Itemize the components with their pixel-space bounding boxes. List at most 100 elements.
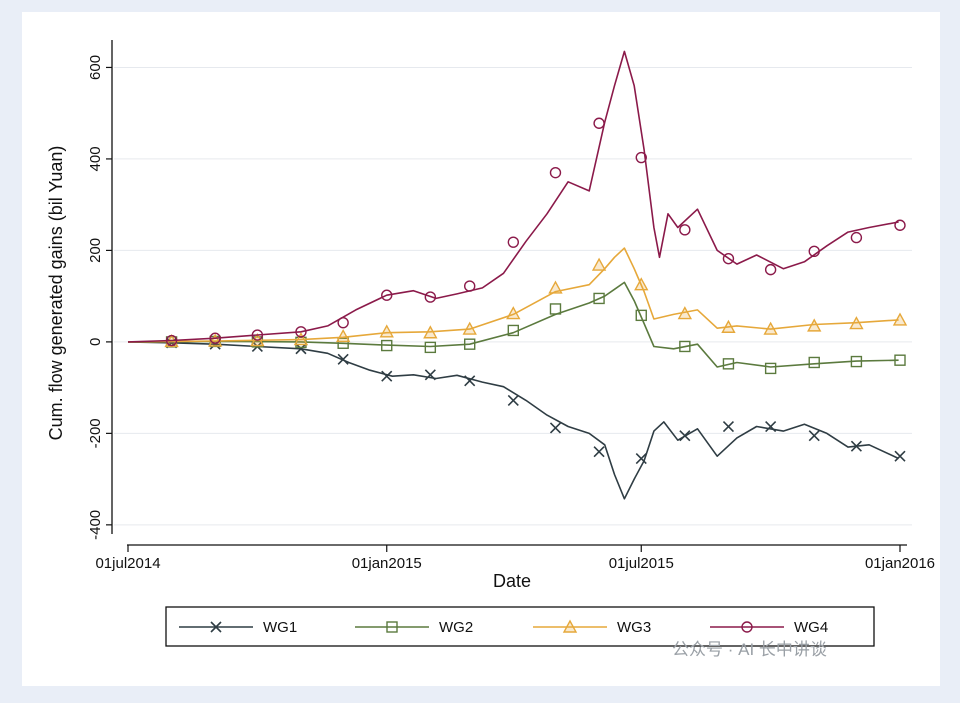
series-layer [127,50,908,500]
x-tick-label: 01jul2015 [609,555,674,572]
marker-triangle [506,306,521,320]
marker-circle [424,291,437,303]
y-tick-label: 600 [87,55,104,80]
x-axis-title: Date [493,571,531,591]
marker-x [635,452,647,465]
series-line [127,281,899,368]
legend-item-wg4: WG4 [710,619,828,636]
marker-x [549,422,562,434]
legend-label: WG1 [263,619,297,636]
marker-circle [679,224,691,236]
marker-square [337,337,349,349]
marker-circle [850,231,863,244]
marker-triangle [548,280,563,294]
marker-circle [507,236,519,248]
marker-triangle [721,319,736,333]
marker-circle [593,117,605,129]
series-line [127,247,899,343]
marker-x [850,440,862,452]
marker-square [464,338,476,350]
marker-square [251,336,264,348]
legend: WG1 WG2 WG3 WG4 [179,619,828,636]
marker-square [381,339,393,352]
marker-square [894,354,906,366]
y-axis-ticks: -400 -200 0 200 400 600 [87,55,112,540]
marker-x [808,430,820,442]
marker-circle [741,621,753,633]
marker-circle [722,252,735,265]
marker-x [210,621,222,633]
marker-triangle [807,318,822,332]
marker-square [507,324,519,337]
legend-label: WG3 [617,619,651,636]
marker-circle [549,166,562,179]
legend-item-wg2: WG2 [355,619,473,636]
marker-x [722,420,735,433]
legend-label: WG2 [439,619,473,636]
marker-triangle [293,332,309,346]
marker-circle [894,219,906,231]
marker-triangle [677,306,693,320]
marker-x [507,394,519,407]
y-tick-label: 0 [87,338,104,346]
marker-triangle [849,316,864,330]
marker-triangle [892,312,908,326]
marker-triangle [634,277,649,291]
chart-frame: -400 -200 0 200 400 600 01jul2014 01jan2015 01j… [22,12,940,686]
marker-x [593,446,605,458]
marker-square [722,358,735,370]
legend-item-wg1: WG1 [179,619,297,636]
marker-triangle [462,321,477,335]
marker-circle [635,151,647,164]
legend-label: WG4 [794,619,828,636]
x-axis-ticks: 01jul2014 01jan2015 01jul2015 01jan2016 [95,545,935,572]
marker-triangle [591,257,607,271]
marker-circle [337,316,349,329]
y-tick-label: -400 [87,510,104,540]
x-tick-label: 01jul2014 [95,555,160,572]
marker-triangle [562,619,578,633]
y-tick-label: 200 [87,238,104,263]
marker-triangle [379,324,394,338]
marker-x [337,353,349,365]
marker-x [424,369,436,381]
marker-triangle [423,325,438,339]
y-tick-label: 400 [87,146,104,171]
marker-circle [808,245,820,258]
marker-square [764,362,777,375]
series-wg4 [127,50,906,347]
marker-circle [464,280,476,292]
marker-x [894,450,906,462]
marker-circle [764,263,777,276]
marker-square [593,292,605,305]
marker-square [635,309,647,322]
marker-square [679,340,691,353]
marker-square [808,356,820,369]
marker-circle [251,329,264,341]
marker-square [549,303,562,315]
marker-square [386,621,398,633]
marker-x [765,420,777,433]
marker-square [850,355,863,368]
marker-square [424,341,437,354]
x-tick-label: 01jan2016 [865,555,935,572]
marker-triangle [763,321,778,335]
marker-x [381,370,393,382]
marker-triangle [335,328,351,343]
marker-circle [295,326,307,338]
watermark: 公众号 · AI 长中讲谈 [672,640,827,659]
marker-x [679,430,691,442]
plot-area [128,40,912,544]
y-tick-label: -200 [87,418,104,448]
marker-circle [381,289,393,301]
marker-x [464,375,476,387]
marker-x [295,343,307,355]
x-tick-label: 01jan2015 [352,555,422,572]
marker-triangle [208,333,223,347]
marker-circle [165,334,178,347]
series-line [127,50,899,343]
y-axis-title: Cum. flow generated gains (bil Yuan) [46,146,66,441]
marker-circle [209,332,221,344]
legend-item-wg3: WG3 [533,619,651,636]
